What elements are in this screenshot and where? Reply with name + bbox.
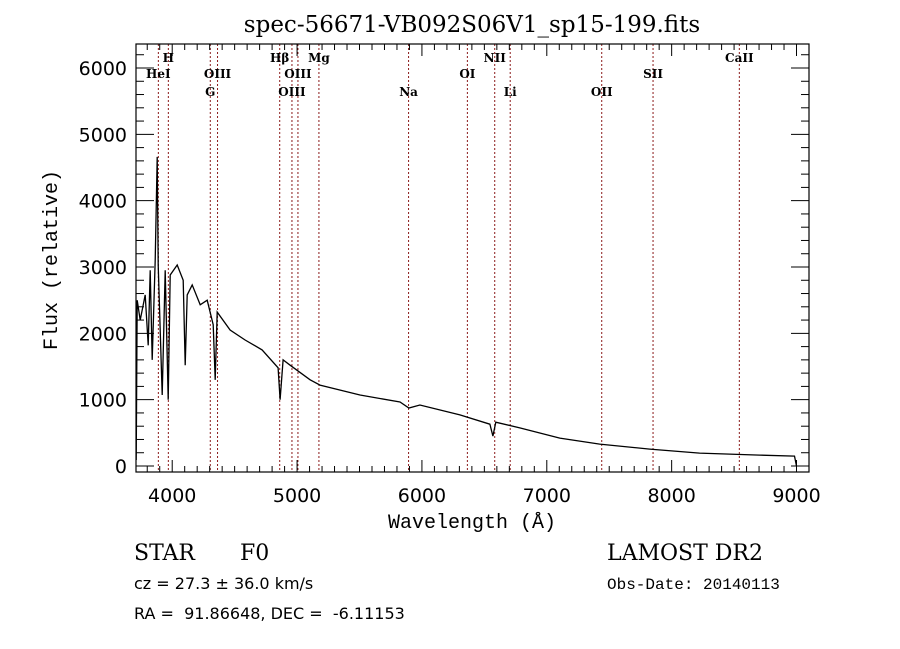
line-marker-label: HeI xyxy=(146,67,171,81)
y-tick-label: 5000 xyxy=(79,124,127,146)
y-tick-label: 1000 xyxy=(79,390,127,412)
y-axis-ticks xyxy=(136,54,809,467)
y-tick-label: 0 xyxy=(115,456,127,478)
line-marker-label: CaII xyxy=(725,51,754,65)
object-subclass: F0 xyxy=(240,541,269,566)
line-marker-label: OIII xyxy=(204,67,232,81)
redshift-text: cz = 27.3 ± 36.0 km/s xyxy=(134,574,313,593)
line-marker-label: H xyxy=(163,51,174,65)
x-axis-label: Wavelength (Å) xyxy=(388,512,556,535)
object-class: STAR xyxy=(134,541,196,566)
chart-title: spec-56671-VB092S06V1_sp15-199.fits xyxy=(244,12,700,38)
survey-name: LAMOST DR2 xyxy=(607,541,763,566)
line-marker-label: Li xyxy=(504,85,517,99)
plot-frame xyxy=(135,43,810,473)
line-marker-label: G xyxy=(205,85,215,99)
spectrum-line xyxy=(135,156,798,467)
line-marker-labels: HeI H G OIII Hβ OIII OIII Mg Na OI NII Li OII SII CaII xyxy=(146,51,754,99)
line-marker-label: NII xyxy=(484,51,507,65)
line-markers xyxy=(157,44,740,472)
x-axis-tick-labels: 4000 5000 6000 7000 8000 9000 xyxy=(148,485,821,507)
x-axis-ticks xyxy=(146,44,810,472)
y-axis-label: Flux (relative) xyxy=(41,170,64,350)
x-tick-label: 7000 xyxy=(523,485,571,507)
line-marker-label: OIII xyxy=(284,67,312,81)
y-tick-label: 6000 xyxy=(79,58,127,80)
x-tick-label: 4000 xyxy=(148,485,196,507)
line-marker-label: SII xyxy=(643,67,663,81)
obs-date: Obs-Date: 20140113 xyxy=(607,576,780,594)
y-axis-tick-labels: 0 1000 2000 3000 4000 5000 6000 xyxy=(79,58,127,478)
y-tick-label: 3000 xyxy=(79,257,127,279)
line-marker-label: OI xyxy=(459,67,475,81)
x-tick-label: 9000 xyxy=(772,485,820,507)
line-marker-label: Na xyxy=(399,85,418,99)
line-marker-label: Hβ xyxy=(270,51,289,65)
x-tick-label: 8000 xyxy=(647,485,695,507)
line-marker-label: Mg xyxy=(308,51,330,65)
line-marker-label: OIII xyxy=(278,85,306,99)
coordinates-text: RA = 91.86648, DEC = -6.11153 xyxy=(134,604,405,623)
line-marker-label: OII xyxy=(591,85,613,99)
y-tick-label: 2000 xyxy=(79,323,127,345)
x-tick-label: 6000 xyxy=(398,485,446,507)
x-tick-label: 5000 xyxy=(273,485,321,507)
y-tick-label: 4000 xyxy=(79,191,127,213)
